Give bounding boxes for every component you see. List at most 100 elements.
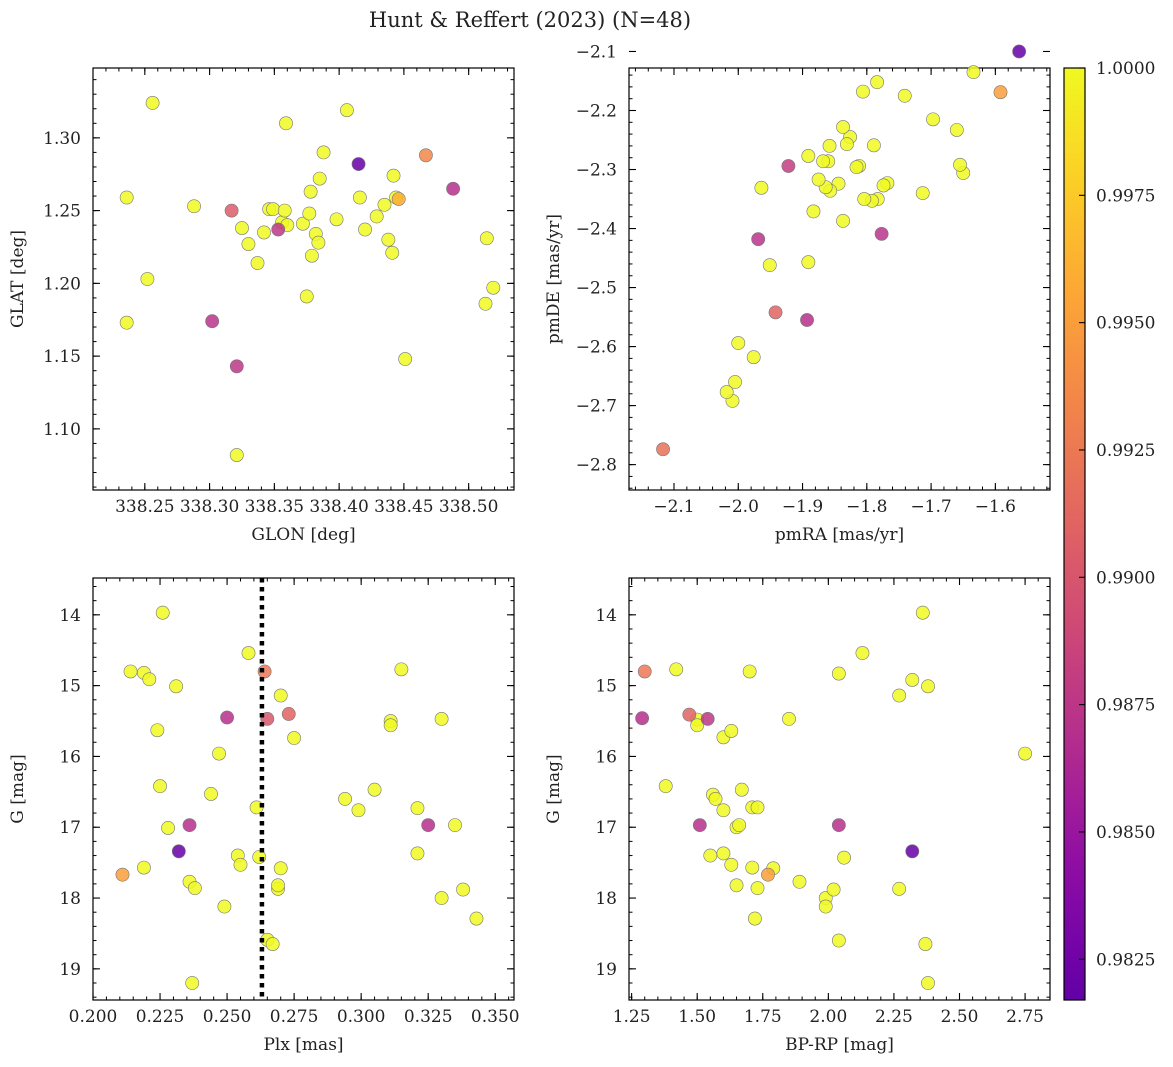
scatter-point (831, 933, 846, 948)
scatter-point (870, 75, 885, 90)
scatter-point (768, 305, 783, 320)
scatter-point (656, 442, 670, 457)
scatter-point (745, 860, 760, 875)
scatter-point (229, 448, 244, 462)
scatter-point (761, 867, 775, 882)
scatter-point (257, 225, 271, 240)
x-tick-label: 338.30 (180, 497, 239, 517)
colorbar: 0.9825 0.9850 0.9875 0.9900 0.9925 0.9950 0.99… (1063, 59, 1155, 1001)
scatter-point (385, 245, 400, 260)
scatter-point (185, 976, 200, 990)
scatter-point (266, 202, 280, 217)
scatter-point (703, 848, 718, 863)
axes-frame (92, 577, 515, 1001)
y-axis-label: GLAT [deg] (8, 230, 28, 328)
scatter-point (265, 937, 280, 951)
scatter-point (279, 116, 293, 131)
scatter-point (839, 137, 854, 152)
x-tick-label: −1.8 (846, 497, 887, 517)
scatter-point (273, 688, 288, 703)
scatter-point (217, 899, 232, 914)
scatter-point (915, 605, 930, 620)
scatter-point (316, 145, 331, 160)
scatter-point (410, 801, 425, 816)
scatter-point (1012, 44, 1027, 59)
scatter-point (386, 168, 401, 183)
scatter-point (137, 860, 151, 875)
scatter-point (905, 673, 920, 687)
scatter-point (719, 385, 734, 399)
scatter-point (724, 724, 739, 738)
y-tick-label: 1.10 (43, 420, 81, 440)
x-tick-label: 2.75 (1006, 1007, 1044, 1027)
scatter-point (1018, 746, 1032, 761)
scatter-point (731, 336, 746, 350)
scatter-point (273, 861, 288, 876)
scatter-point (781, 159, 796, 173)
scatter-point (993, 85, 1008, 100)
scatter-point (486, 280, 501, 295)
scatter-point (669, 662, 684, 677)
scatter-point (742, 664, 757, 679)
scatter-point (700, 712, 715, 726)
scatter-point (728, 375, 742, 389)
x-axis-label: pmRA [mas/yr] (775, 525, 904, 545)
scatter-point (271, 878, 285, 893)
scatter-point (456, 882, 470, 897)
scatter-point (383, 718, 398, 733)
scatter-point (716, 803, 731, 818)
scatter-point (748, 911, 762, 926)
colorbar-tick-label: 0.9825 (1096, 950, 1155, 970)
panel-plx-g: 0.200 0.225 0.250 0.275 0.300 0.325 0.350 14 15 1… (8, 577, 520, 1055)
axes-frame (628, 67, 1051, 491)
scatter-point (921, 976, 935, 990)
scatter-point (229, 359, 244, 374)
scatter-point (281, 707, 296, 721)
scatter-point (866, 138, 881, 153)
scatter-point (140, 272, 155, 286)
y-tick-label: 15 (595, 677, 617, 697)
scatter-point (635, 711, 650, 726)
colorbar-tick-label: 0.9950 (1096, 314, 1155, 334)
scatter-point (421, 818, 436, 833)
scatter-point (119, 315, 134, 330)
scatter-point (949, 123, 964, 137)
scatter-point (171, 844, 186, 859)
scatter-point (204, 787, 218, 801)
panels: 338.25 338.30 338.35 338.40 338.45 338.50 1.10… (8, 42, 1051, 1055)
y-axis-label: G [mag] (544, 754, 564, 823)
scatter-point (119, 190, 134, 205)
scatter-point (856, 84, 870, 99)
figure-title: Hunt & Reffert (2023) (N=48) (369, 8, 691, 32)
scatter-point (351, 157, 366, 171)
scatter-point (831, 666, 846, 681)
scatter-point (155, 605, 170, 620)
scatter-point (746, 350, 761, 365)
scatter-point (398, 352, 413, 366)
scatter-point (826, 882, 841, 897)
x-tick-label: 338.50 (439, 497, 498, 517)
y-axis-label: G [mag] (8, 754, 28, 823)
x-tick-label: −2.1 (653, 497, 694, 517)
scatter-point (250, 256, 265, 270)
y-tick-label: −2.8 (576, 456, 617, 476)
x-axis-label: Plx [mas] (263, 1035, 343, 1055)
x-tick-label: 0.225 (136, 1007, 185, 1027)
y-tick-label: −2.3 (576, 161, 617, 181)
y-tick-label: 14 (59, 606, 81, 626)
scatter-point (115, 867, 130, 882)
y-axis-label: pmDE [mas/yr] (544, 214, 564, 344)
scatter-point (734, 782, 749, 797)
scatter-point (169, 679, 184, 694)
y-tick-label: −2.2 (576, 101, 617, 121)
scatter-point (295, 216, 310, 231)
scatter-point (212, 746, 226, 761)
scatter-point (682, 707, 697, 722)
scatter-point (153, 779, 167, 794)
scatter-point (369, 209, 384, 224)
scatter-point (849, 160, 864, 175)
x-tick-label: 1.75 (744, 1007, 782, 1027)
x-tick-label: −1.9 (782, 497, 823, 517)
scatter-point (792, 874, 807, 889)
